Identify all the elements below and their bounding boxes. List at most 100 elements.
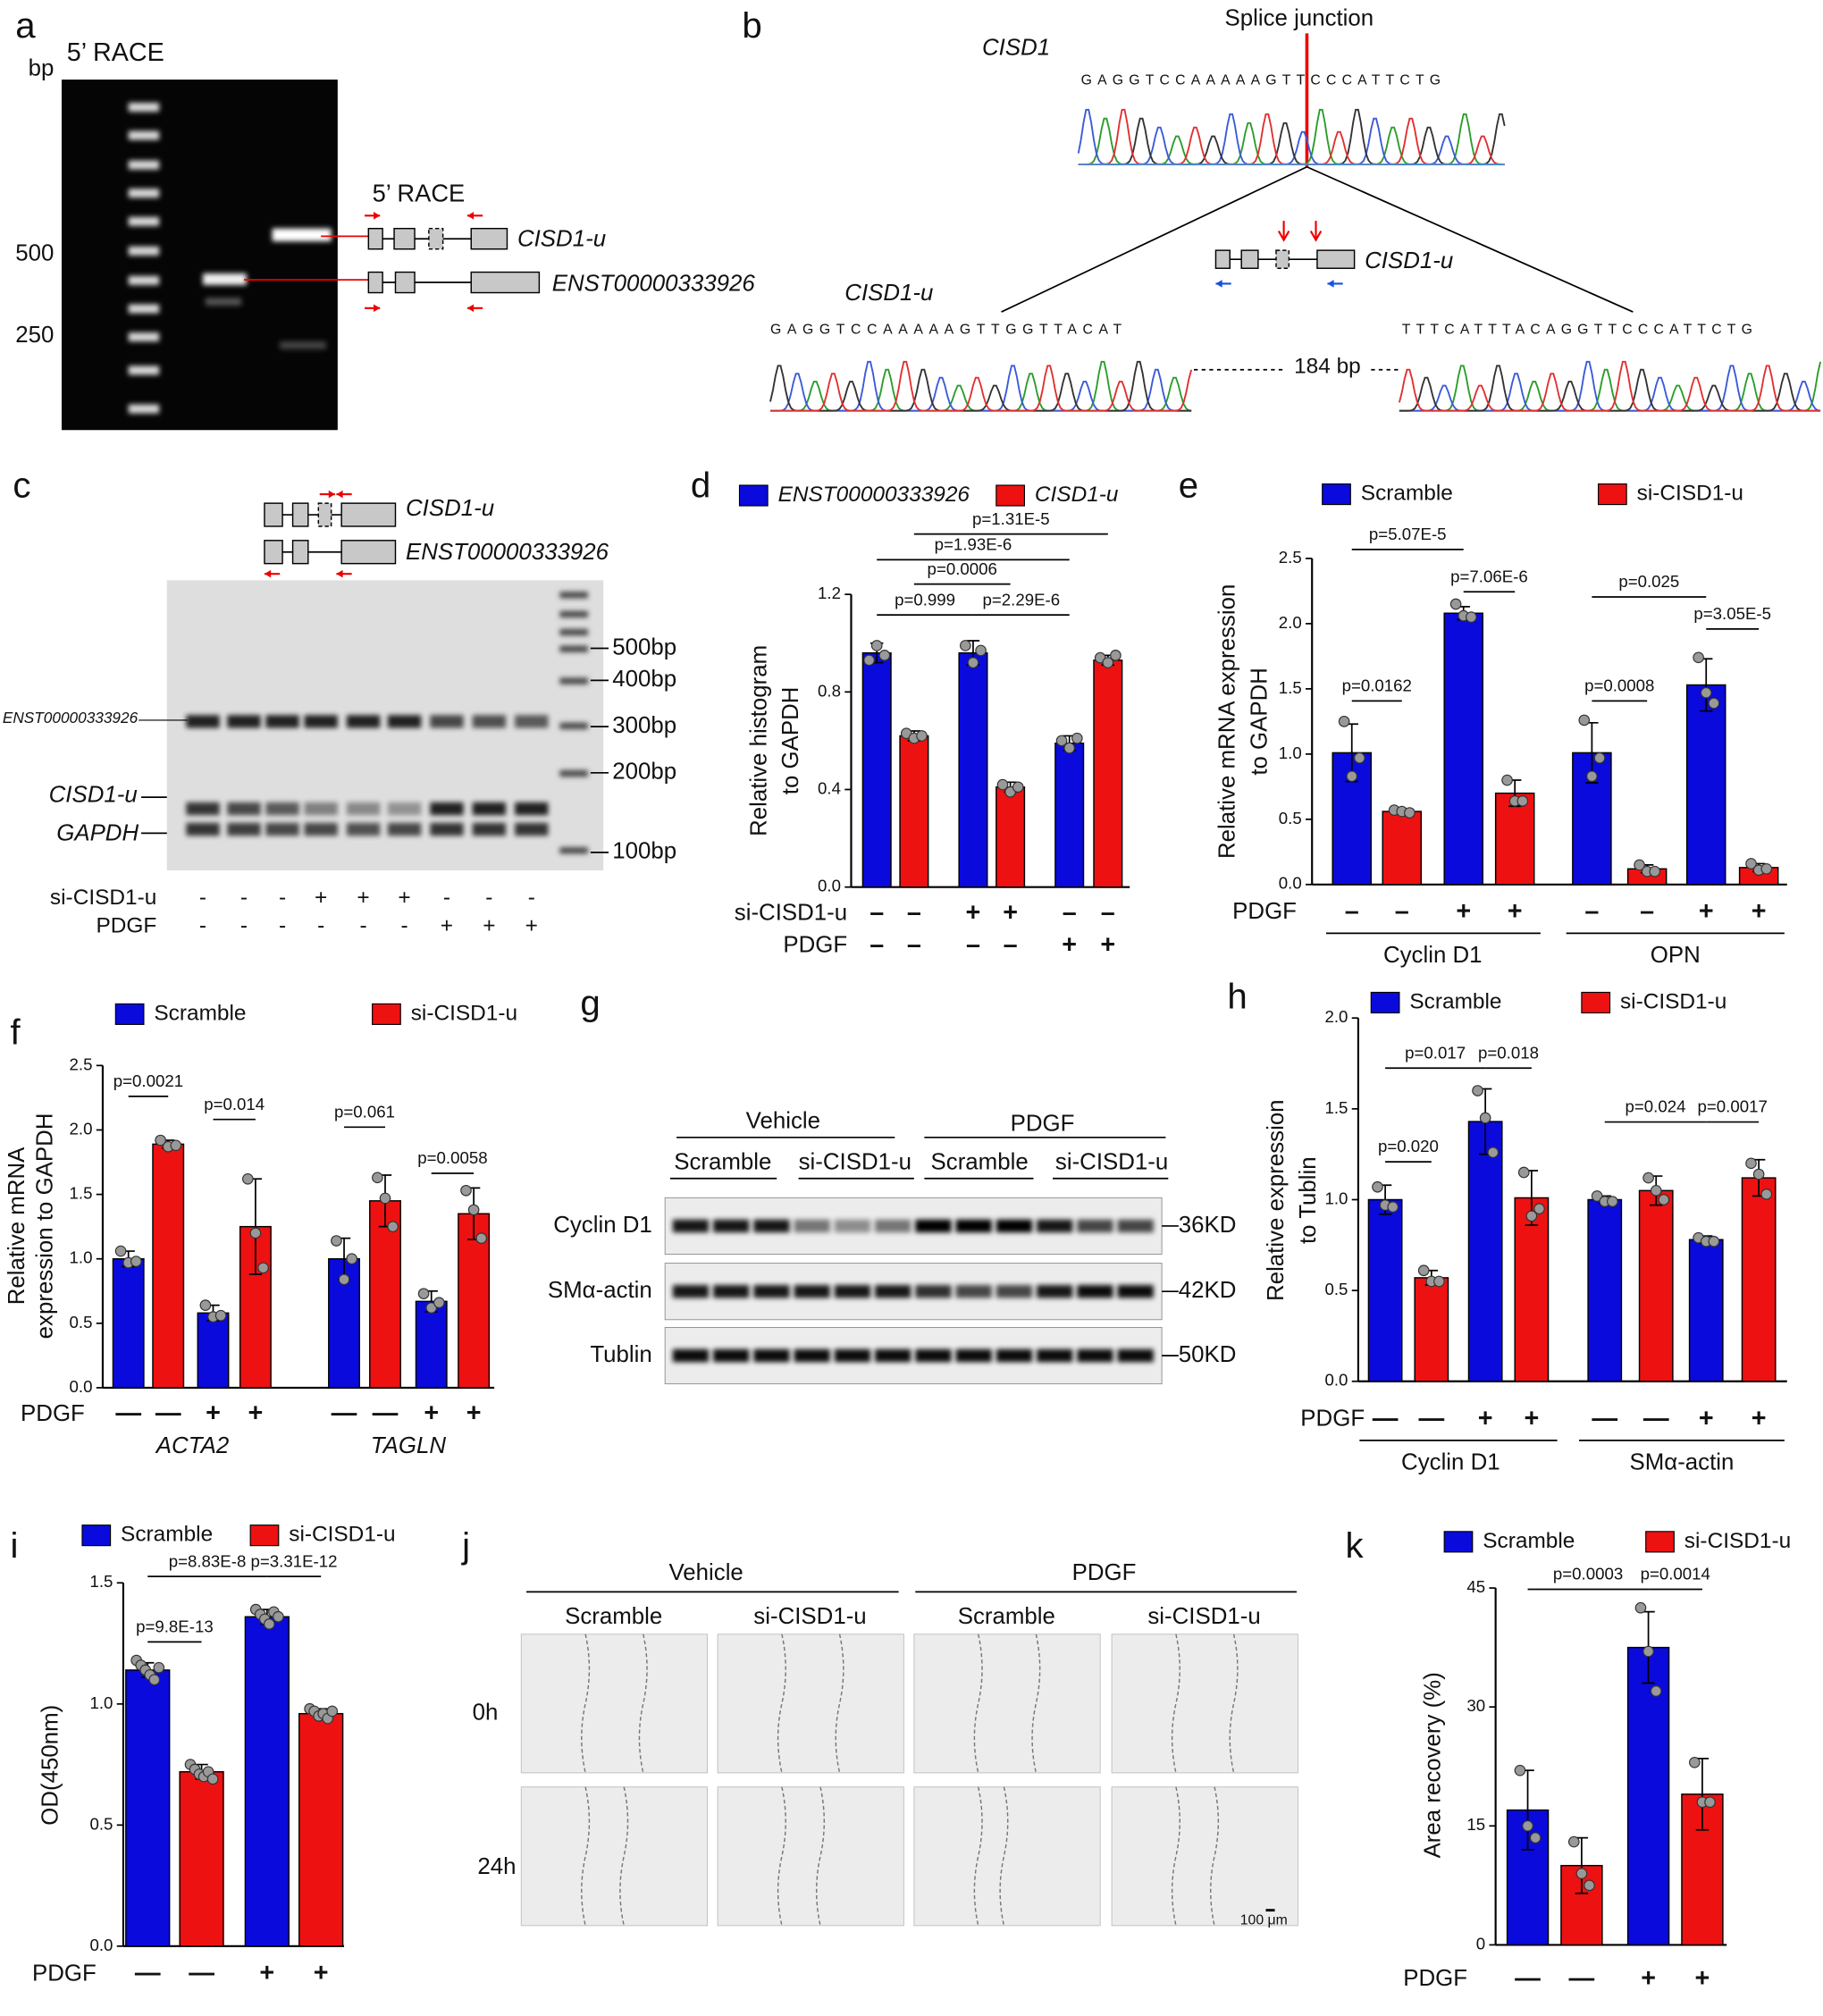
y-axis-label: OD(450nm) xyxy=(38,1705,63,1826)
y-tick-label: 0 xyxy=(1476,1934,1485,1953)
wound-edge xyxy=(1210,1786,1220,1927)
blot-band xyxy=(955,1348,992,1363)
blot-band xyxy=(955,1219,992,1233)
data-point xyxy=(1704,1796,1716,1808)
bar xyxy=(415,1300,448,1389)
legend-swatch xyxy=(1597,483,1627,506)
scratch-image xyxy=(1111,1786,1298,1927)
gel-band xyxy=(128,130,160,140)
exon xyxy=(393,227,416,250)
row-mark: + xyxy=(357,886,369,910)
legend-swatch xyxy=(996,484,1025,507)
p-value: p=0.0162 xyxy=(1342,676,1412,695)
exon xyxy=(1240,249,1259,269)
p-value: p=1.31E-5 xyxy=(972,509,1050,528)
data-point xyxy=(1634,859,1645,871)
gel-band xyxy=(515,715,549,728)
unit-label: bp xyxy=(29,55,55,80)
bar xyxy=(899,735,929,888)
chromatogram-trace xyxy=(1398,360,1821,412)
data-point xyxy=(170,1139,182,1152)
p-value: p=3.31E-12 xyxy=(251,1551,338,1570)
p-value: p=0.061 xyxy=(334,1102,395,1121)
size-label: 42KD xyxy=(1179,1278,1237,1303)
row-mark: — xyxy=(1569,1964,1595,1993)
gel-band xyxy=(128,160,160,170)
y-tick-label: 1.0 xyxy=(1324,1189,1348,1207)
data-point xyxy=(1642,1172,1654,1184)
data-point xyxy=(1404,807,1416,819)
row-mark: + xyxy=(1752,1404,1767,1432)
data-point xyxy=(1466,611,1477,623)
gel-band xyxy=(128,304,160,314)
y-tick-label: 0.5 xyxy=(1324,1280,1348,1298)
row-mark: - xyxy=(360,914,367,938)
y-tick-label: 1.2 xyxy=(818,584,841,602)
transcript-label: CISD1-u xyxy=(517,226,606,251)
gel xyxy=(61,80,338,431)
row-mark: + xyxy=(966,898,981,927)
bar xyxy=(996,786,1026,888)
condition-label: PDGF xyxy=(1011,1111,1075,1136)
bar xyxy=(298,1712,344,1947)
data-point xyxy=(1102,657,1114,668)
row-mark: + xyxy=(1062,930,1077,959)
blot-band xyxy=(794,1348,830,1363)
gel-band xyxy=(346,715,381,728)
data-point xyxy=(1516,795,1529,807)
ladder-band xyxy=(559,769,588,777)
y-tick-label: 2.5 xyxy=(70,1054,93,1073)
gel-band xyxy=(387,822,422,836)
blot-band xyxy=(834,1285,871,1298)
bar xyxy=(1382,811,1423,886)
y-axis-label: Relative mRNA xyxy=(4,1147,29,1305)
p-value: p=3.05E-5 xyxy=(1693,604,1771,623)
y-tick-label: 15 xyxy=(1466,1815,1485,1834)
row-mark: — xyxy=(135,1959,161,1987)
legend-swatch xyxy=(1370,991,1400,1014)
group-label: TAGLN xyxy=(371,1433,447,1458)
isoform-label: CISD1-u xyxy=(844,281,933,306)
data-point xyxy=(1479,1112,1491,1124)
row-label: PDGF xyxy=(96,914,156,938)
chromatogram-trace xyxy=(769,360,1193,412)
gel-band xyxy=(430,715,464,728)
data-point xyxy=(241,1172,254,1185)
row-mark: + xyxy=(441,914,453,938)
row-mark: + xyxy=(314,1959,329,1987)
y-tick-label: 2.5 xyxy=(1279,548,1302,567)
data-point xyxy=(1433,1275,1445,1288)
bar xyxy=(1514,1197,1550,1382)
group-label: si-CISD1-u xyxy=(1055,1149,1168,1174)
y-tick-label: 1.0 xyxy=(90,1693,113,1712)
transcript-label: ENST00000333926 xyxy=(406,540,609,565)
blot-band xyxy=(1077,1219,1113,1233)
row-mark: + xyxy=(1456,897,1471,926)
bar xyxy=(369,1200,401,1389)
data-point xyxy=(1586,770,1598,782)
gel-band xyxy=(387,802,422,816)
data-point xyxy=(1487,1147,1500,1158)
bar xyxy=(1467,1121,1503,1382)
ladder-label: 100bp xyxy=(612,839,676,864)
gel-band xyxy=(430,802,464,816)
data-point xyxy=(1745,1157,1757,1170)
data-point xyxy=(960,640,971,651)
y-axis-label: Relative mRNA expression xyxy=(1215,584,1240,859)
exon xyxy=(470,227,508,250)
p-value: p=5.07E-5 xyxy=(1369,525,1447,543)
primer-arrowhead xyxy=(336,569,343,578)
panel-letter: a xyxy=(15,5,36,46)
gel-band xyxy=(128,216,160,226)
row-mark: – xyxy=(869,930,884,959)
band-label: ENST00000333926 xyxy=(3,709,139,727)
gel-band xyxy=(186,802,220,816)
exon xyxy=(1316,249,1356,269)
p-value: p=0.0058 xyxy=(417,1148,487,1167)
size-label: 36KD xyxy=(1179,1213,1237,1238)
legend-label: si-CISD1-u xyxy=(289,1523,395,1547)
row-mark: — xyxy=(1515,1964,1541,1993)
bar xyxy=(1688,1239,1724,1382)
exon xyxy=(367,271,383,294)
exon xyxy=(317,502,332,527)
